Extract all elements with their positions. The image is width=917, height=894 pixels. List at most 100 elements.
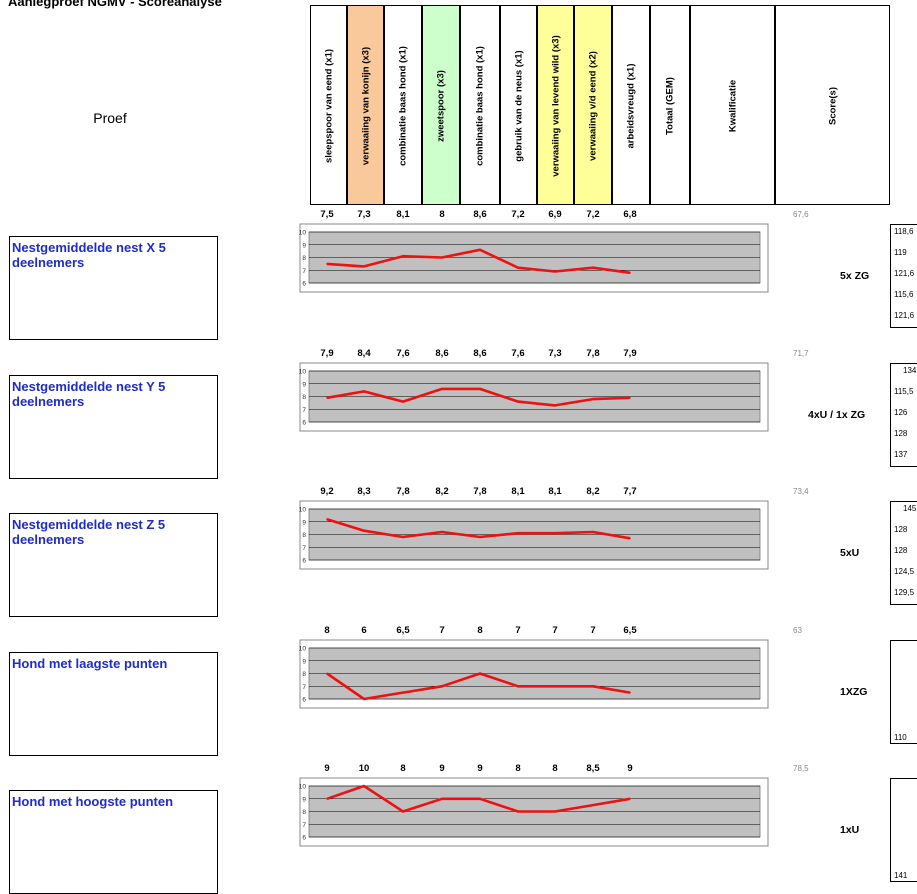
kwalificatie-value: 4xU / 1x ZG: [808, 409, 866, 421]
data-point: [441, 531, 443, 533]
y-tick-label: 8: [302, 809, 306, 816]
data-label: 8: [439, 209, 445, 220]
data-point: [402, 255, 404, 257]
score-value: 137: [894, 450, 908, 459]
score-value: 124,5: [894, 567, 915, 576]
data-point: [363, 785, 365, 787]
data-label: 7: [552, 625, 558, 636]
data-point: [517, 400, 519, 403]
y-tick-label: 6: [302, 420, 306, 427]
data-point: [554, 404, 556, 407]
data-point: [592, 398, 594, 400]
score-value: 129,5: [894, 588, 915, 597]
data-point: [402, 691, 404, 694]
line-chart-0: 10 9 8 7 6: [299, 223, 769, 293]
data-point: [441, 798, 443, 800]
y-tick-label: 10: [299, 507, 307, 514]
page-title: Aanlegproef NGMV - Scoreanalyse: [8, 0, 222, 9]
score-value: 141: [894, 871, 908, 880]
row-label: Nestgemiddelde nest Z 5 deelnemers: [12, 517, 166, 547]
score-value: 118,6: [894, 227, 914, 236]
data-label: 7,7: [623, 486, 637, 497]
data-point: [554, 532, 556, 534]
data-point: [479, 388, 481, 390]
score-value: 115,6: [894, 290, 914, 299]
column-header-1: verwaaiing van konijn (x3): [347, 5, 384, 205]
total-value: 71,7: [793, 349, 809, 358]
data-point: [479, 536, 481, 538]
y-tick-label: 7: [302, 822, 306, 829]
data-point: [629, 798, 631, 800]
y-tick-label: 10: [299, 230, 307, 237]
data-point: [629, 397, 631, 399]
kwalificatie-value: 5x ZG: [840, 270, 870, 282]
data-label: 7,5: [320, 209, 334, 220]
data-point: [402, 400, 404, 403]
column-header-2: combinatie baas hond (x1): [384, 5, 422, 205]
scores-box: 145 128 128 124,5 129,5: [890, 501, 917, 605]
data-point: [629, 691, 631, 694]
data-label: 8: [552, 763, 558, 774]
data-label: 9,2: [320, 486, 334, 497]
data-point: [326, 263, 328, 265]
data-point: [326, 798, 328, 800]
data-point: [592, 531, 594, 533]
y-tick-label: 8: [302, 394, 306, 401]
scores-box: 118,6 119 121,6 115,6 121,6: [890, 224, 917, 328]
y-tick-label: 6: [302, 697, 306, 704]
data-label: 7: [439, 625, 445, 636]
data-point: [479, 798, 481, 800]
y-tick-label: 9: [302, 381, 306, 388]
data-label: 6,9: [548, 209, 562, 220]
y-tick-label: 7: [302, 684, 306, 691]
data-point: [517, 810, 519, 813]
data-label: 7,3: [548, 348, 562, 359]
data-label: 9: [627, 763, 633, 774]
score-value: 128: [894, 546, 908, 555]
y-tick-label: 9: [302, 658, 306, 665]
score-value: 119: [894, 248, 907, 257]
data-point: [592, 804, 594, 806]
score-value: 128: [894, 429, 908, 438]
column-header-6: verwaaiing van levend wild (x3): [537, 5, 574, 205]
data-label: 7,8: [586, 348, 600, 359]
data-label: 7,8: [396, 486, 410, 497]
data-point: [629, 537, 631, 540]
data-label: 7,9: [320, 348, 334, 359]
total-value: 63: [793, 626, 802, 635]
data-label: 10: [358, 763, 370, 774]
data-label: 8: [400, 763, 406, 774]
data-label: 6,8: [623, 209, 637, 220]
column-header-5: gebruik van de neus (x1): [500, 5, 537, 205]
data-point: [326, 672, 328, 675]
y-tick-label: 8: [302, 255, 306, 262]
column-header-8: arbeidsvreugd (x1): [612, 5, 650, 205]
data-label: 9: [477, 763, 483, 774]
scores-box: 110: [890, 640, 917, 744]
score-value: 134: [903, 366, 917, 375]
data-point: [441, 685, 443, 688]
data-label: 7: [590, 625, 596, 636]
y-tick-label: 9: [302, 796, 306, 803]
data-label: 8,3: [357, 486, 371, 497]
data-point: [479, 249, 481, 251]
data-label: 8: [515, 763, 521, 774]
data-label: 7,9: [623, 348, 637, 359]
y-tick-label: 6: [302, 835, 306, 842]
data-point: [554, 810, 556, 813]
row-box: Nestgemiddelde nest X 5 deelnemers: [9, 236, 218, 340]
y-tick-label: 10: [299, 784, 307, 791]
y-tick-label: 7: [302, 407, 306, 414]
data-point: [554, 270, 556, 273]
proef-label: Proef: [93, 110, 127, 126]
y-tick-label: 6: [302, 281, 306, 288]
row-label: Nestgemiddelde nest Y 5 deelnemers: [12, 379, 166, 409]
data-label: 8,1: [511, 486, 525, 497]
score-value: 115,5: [894, 387, 914, 396]
data-label: 8,6: [473, 209, 487, 220]
column-header-9: Totaal (GEM): [650, 5, 690, 205]
y-tick-label: 10: [299, 646, 307, 653]
y-tick-label: 10: [299, 369, 307, 376]
row-box: Nestgemiddelde nest Z 5 deelnemers: [9, 513, 218, 617]
data-point: [479, 672, 481, 675]
